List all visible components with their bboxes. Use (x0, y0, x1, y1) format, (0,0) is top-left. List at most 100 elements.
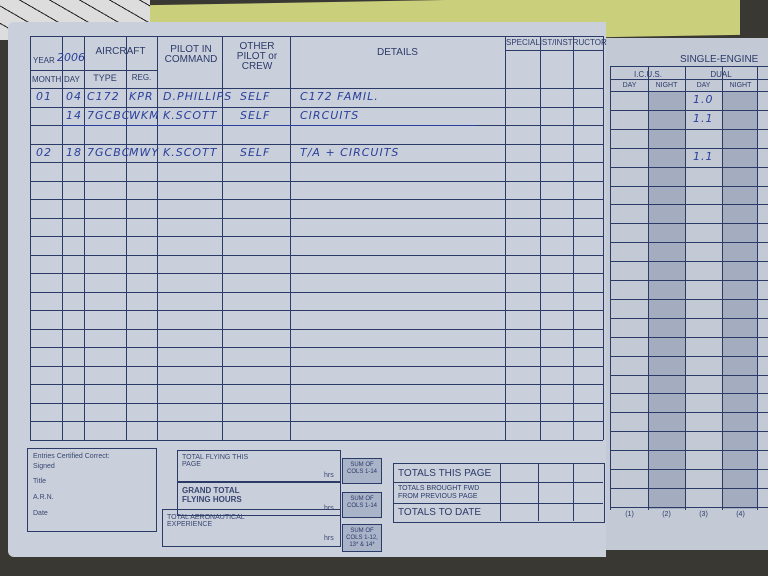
hrs-1: hrs (324, 472, 334, 479)
row-line (30, 402, 603, 404)
entry-reg: WKM (129, 108, 160, 122)
totals-divider (500, 463, 501, 521)
column-line (610, 66, 611, 510)
entry-month: 01 (36, 90, 52, 103)
dual-night-header: NIGHT (729, 82, 752, 89)
row-line (610, 242, 768, 244)
row-line (30, 347, 603, 348)
header-mid-line (505, 50, 603, 51)
year-label: YEAR (33, 56, 55, 65)
row-line (30, 421, 603, 422)
entry-month: 02 (36, 145, 52, 159)
col-number-1: (1) (625, 511, 634, 518)
date-label: Date (33, 510, 48, 517)
column-line (157, 36, 158, 440)
row-line (610, 412, 768, 414)
specialist-header: SPECIALIST/INSTRUCTOR (506, 38, 607, 47)
pic-header: PILOT IN COMMAND (164, 44, 218, 65)
row-line (610, 147, 768, 149)
logbook-left-page (8, 22, 606, 557)
entry-dual-day: 1.1 (693, 149, 714, 163)
column-line (722, 66, 723, 510)
header-line (610, 66, 768, 67)
entry-type: 7GCBC (87, 108, 131, 122)
row-line (610, 355, 768, 357)
column-line (126, 36, 127, 440)
entry-type: C172 (87, 90, 120, 103)
icus-header: I.C.U.S. (633, 70, 662, 79)
certification-box (27, 448, 157, 532)
other-pilot-header: OTHER PILOT or CREW (236, 41, 278, 72)
row-line (30, 273, 603, 274)
dual-header: DUAL (710, 70, 732, 79)
row-line (610, 128, 768, 130)
row-line (610, 298, 768, 300)
entry-day: 14 (66, 108, 82, 122)
entry-day: 18 (66, 145, 82, 159)
column-line (757, 66, 758, 510)
icus-night-header: NIGHT (655, 82, 678, 89)
entry-pic: K.SCOTT (163, 145, 218, 159)
hrs-2: hrs (324, 505, 334, 512)
row-line (610, 374, 768, 376)
sum-cols-arrow-3: SUM OF COLS 1-12, 13* & 14* (342, 524, 382, 552)
signed-label: Signed (33, 463, 55, 470)
totals-brought-fwd: TOTALS BROUGHT FWD FROM PREVIOUS PAGE (398, 485, 480, 500)
row-line (610, 204, 768, 206)
row-line (30, 254, 603, 256)
row-line (610, 166, 768, 168)
row-line (30, 88, 603, 89)
dual-night-shade (722, 91, 757, 509)
row-line (30, 328, 603, 330)
single-engine-header: SINGLE-ENGINE (680, 54, 759, 65)
column-line (84, 36, 85, 440)
entry-details: T/A + CIRCUITS (300, 145, 400, 159)
entry-details: CIRCUITS (300, 108, 360, 122)
row-line (30, 291, 603, 293)
row-line (610, 450, 768, 452)
grand-total-box (177, 482, 341, 516)
row-line (30, 236, 603, 237)
icus-day-header: DAY (622, 82, 637, 89)
total-aero-box (162, 509, 341, 547)
totals-to-date: TOTALS TO DATE (398, 507, 481, 518)
row-line (610, 261, 768, 263)
row-line (30, 180, 603, 182)
column-line (540, 36, 541, 440)
arn-label: A.R.N. (33, 494, 54, 501)
entry-pic: D.PHILLIPS (163, 90, 233, 103)
aircraft-header: AIRCRAFT (95, 46, 146, 57)
row-line (30, 199, 603, 200)
day-header: DAY (64, 75, 80, 84)
col-number-4: (4) (736, 511, 745, 518)
row-line (30, 217, 603, 219)
header-line (610, 79, 768, 80)
title-label: Title (33, 478, 46, 485)
column-line (685, 66, 686, 510)
row-line (30, 310, 603, 311)
entry-day: 04 (66, 90, 82, 103)
totals-this-page: TOTALS THIS PAGE (398, 468, 492, 479)
column-line (603, 36, 604, 440)
column-line (30, 36, 31, 440)
entry-other: SELF (240, 145, 271, 159)
year-value: 2006 (57, 51, 85, 64)
entry-dual-day: 1.0 (693, 93, 714, 106)
handwritten-separator (62, 125, 477, 126)
row-line (30, 384, 603, 385)
totals-divider (538, 463, 539, 521)
totals-divider (573, 463, 574, 521)
row-line (610, 487, 768, 489)
entry-type: 7GCBC (87, 145, 131, 159)
certified-label: Entries Certified Correct: (33, 453, 110, 460)
totals-box (393, 463, 605, 523)
column-line (648, 66, 649, 510)
row-line (30, 439, 603, 441)
column-line (62, 36, 63, 440)
row-line (610, 506, 768, 508)
row-line (30, 365, 603, 367)
total-flying-page-label: TOTAL FLYING THIS PAGE (182, 454, 249, 468)
entry-reg: KPR (129, 90, 154, 103)
total-flying-page-box (177, 450, 341, 482)
col-number-2: (2) (662, 511, 671, 518)
